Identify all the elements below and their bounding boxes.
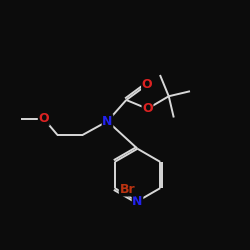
Text: N: N xyxy=(132,195,143,208)
Text: O: O xyxy=(142,78,152,91)
Text: Br: Br xyxy=(120,183,135,196)
Text: N: N xyxy=(102,115,113,128)
Text: O: O xyxy=(142,102,153,115)
Text: O: O xyxy=(38,112,49,125)
